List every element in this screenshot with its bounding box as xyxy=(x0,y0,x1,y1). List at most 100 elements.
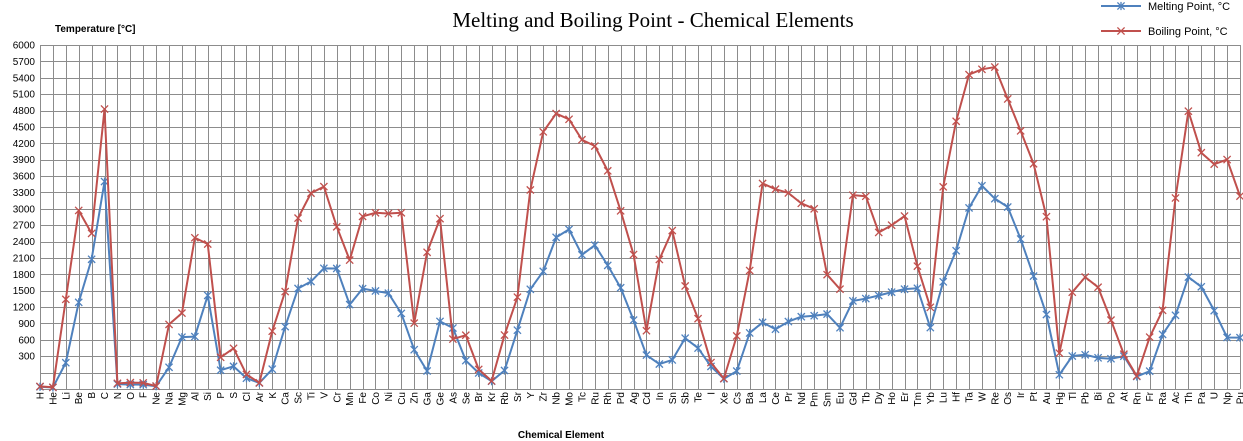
data-point xyxy=(216,353,225,362)
data-point xyxy=(87,255,96,264)
data-point xyxy=(977,65,986,74)
data-point xyxy=(1106,354,1116,363)
y-tick-label: 4500 xyxy=(13,122,36,133)
x-tick-label: Yb xyxy=(926,392,937,405)
data-point xyxy=(345,256,354,265)
data-point xyxy=(1235,333,1243,342)
data-point xyxy=(1132,371,1141,381)
x-tick-label: Cs xyxy=(732,392,743,404)
y-tick-label: 1800 xyxy=(13,270,36,281)
x-tick-label: Al xyxy=(190,392,201,401)
data-point xyxy=(87,229,96,238)
y-axis-tick-labels: 300 600 900 1200 1500 1800 2100 2400 2700 3000 330… xyxy=(13,41,36,363)
data-point xyxy=(1016,126,1025,135)
data-point xyxy=(371,286,380,296)
data-point xyxy=(1094,283,1103,292)
data-point xyxy=(745,328,754,338)
x-tick-label: Lu xyxy=(939,392,950,403)
data-point xyxy=(1055,349,1064,358)
x-tick-label: Pb xyxy=(1081,392,1092,405)
x-tick-label: F xyxy=(139,392,150,398)
data-point xyxy=(1158,306,1167,315)
data-point xyxy=(823,309,832,319)
y-tick-label: 3300 xyxy=(13,188,36,199)
data-point xyxy=(590,241,599,250)
data-point xyxy=(706,358,716,367)
data-point xyxy=(1055,370,1064,379)
data-point xyxy=(1235,192,1243,201)
x-tick-label: Cd xyxy=(642,392,653,405)
data-point xyxy=(1223,155,1232,164)
data-point xyxy=(281,322,290,331)
data-point xyxy=(384,209,393,218)
data-point xyxy=(35,382,45,391)
x-tick-label: Sr xyxy=(513,391,524,402)
legend-marker-boiling xyxy=(1116,26,1126,36)
x-tick-label: Ba xyxy=(745,392,756,405)
data-point xyxy=(694,343,703,353)
legend-marker xyxy=(1116,26,1126,36)
x-tick-label: Xe xyxy=(719,392,730,405)
data-point xyxy=(823,270,832,279)
data-point xyxy=(758,318,767,327)
data-point xyxy=(913,262,922,271)
data-point xyxy=(952,246,961,255)
data-point xyxy=(732,366,741,376)
data-point xyxy=(74,206,83,215)
legend-label-boiling: Boiling Point, °C xyxy=(1148,26,1228,38)
data-point xyxy=(435,317,445,326)
data-point xyxy=(410,319,419,328)
data-point xyxy=(990,194,999,203)
data-point xyxy=(616,206,625,215)
series-line xyxy=(39,180,1241,389)
data-point xyxy=(1068,351,1077,361)
y-axis-title: Temperature [°C] xyxy=(55,24,136,35)
data-point xyxy=(177,333,186,342)
data-point xyxy=(861,192,870,201)
data-point xyxy=(113,379,122,388)
y-tick-label: 5400 xyxy=(13,73,36,84)
x-tick-label: Fe xyxy=(358,392,369,404)
x-tick-label: Pu xyxy=(1236,392,1243,404)
x-tick-label: Gd xyxy=(848,392,859,405)
data-point xyxy=(461,331,470,340)
x-tick-label: Ar xyxy=(255,391,266,402)
y-tick-label: 900 xyxy=(18,319,35,330)
data-point xyxy=(964,70,974,79)
x-tick-label: Fr xyxy=(1145,391,1156,401)
data-point xyxy=(1003,94,1012,104)
data-point xyxy=(668,355,677,365)
data-point xyxy=(577,135,586,144)
data-point xyxy=(164,363,174,372)
y-tick-label: 5700 xyxy=(13,57,36,68)
x-tick-label: Rb xyxy=(500,392,511,405)
x-tick-label: Tb xyxy=(861,392,872,404)
data-point xyxy=(255,378,264,387)
data-point xyxy=(513,293,522,302)
x-tick-label: Mg xyxy=(177,392,188,406)
x-tick-label: Cu xyxy=(397,392,408,405)
data-point xyxy=(203,239,212,249)
data-point xyxy=(61,358,70,367)
x-tick-label: Tl xyxy=(1068,392,1079,400)
data-point xyxy=(423,366,432,376)
y-tick-label: 2100 xyxy=(13,253,36,264)
x-tick-label: Ta xyxy=(965,392,976,403)
x-tick-label: Zr xyxy=(539,391,550,401)
y-tick-label: 2400 xyxy=(13,237,36,248)
data-point xyxy=(655,359,664,369)
x-axis-tick-labels: H He Li Be B C N O F Ne Na Mg Al Si P S Cl Ar K Ca Sc Ti V Cr Mn… xyxy=(36,391,1243,407)
data-point xyxy=(190,332,199,341)
x-tick-label: Ru xyxy=(590,392,601,405)
data-point xyxy=(268,365,277,374)
data-point xyxy=(861,294,870,303)
data-point xyxy=(771,325,780,334)
data-point xyxy=(397,309,406,318)
data-point xyxy=(810,204,819,213)
data-point xyxy=(797,199,806,208)
data-point xyxy=(835,323,845,332)
data-point xyxy=(1210,160,1219,169)
x-tick-label: P xyxy=(216,392,227,399)
data-point xyxy=(448,335,457,344)
data-point xyxy=(835,285,845,294)
